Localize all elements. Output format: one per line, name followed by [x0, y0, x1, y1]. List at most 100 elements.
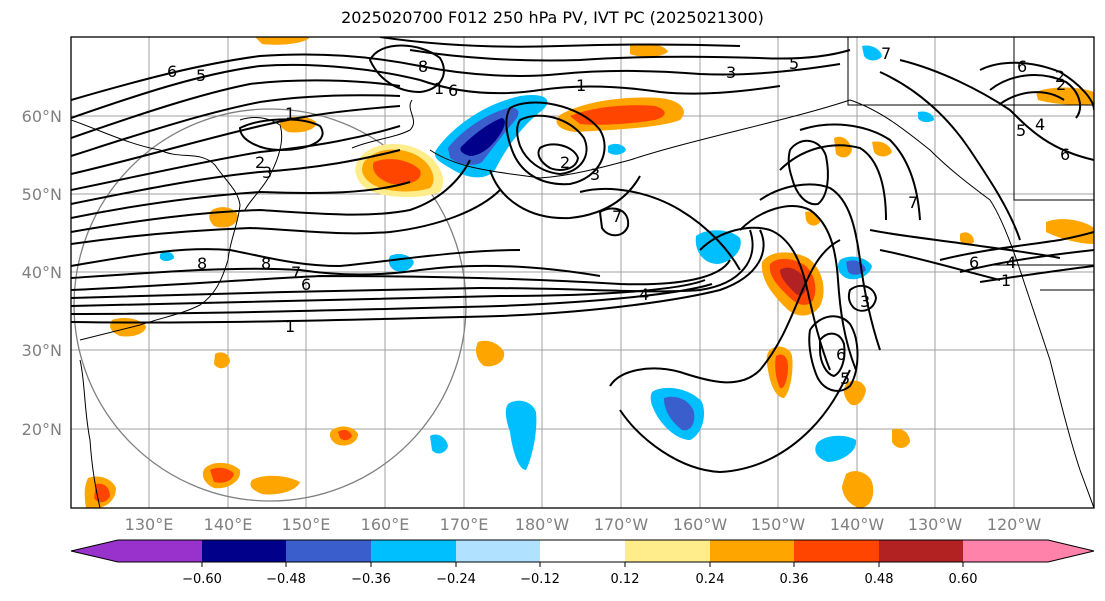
- colorbar-tick-label: 0.48: [865, 572, 894, 587]
- pv-positive-anomaly: [1046, 219, 1094, 244]
- contour-label: 3: [726, 63, 736, 82]
- contour-label: 7: [881, 44, 891, 63]
- colorbar: −0.60 −0.48 −0.36 −0.24 −0.12 0.12 0.24 …: [70, 539, 1095, 587]
- contour-label: 5: [789, 54, 799, 73]
- contour-label: 1: [576, 76, 586, 95]
- pv-positive-anomaly: [630, 43, 668, 57]
- colorbar-tick-label: 0.60: [949, 572, 978, 587]
- pv-shading: [84, 37, 1094, 508]
- contour-label: 5: [840, 369, 850, 388]
- contour-label: 6: [1060, 145, 1070, 164]
- contour-label: 1: [1001, 271, 1011, 290]
- contour-label: 4: [1035, 115, 1045, 134]
- lon-label: 170°E: [440, 515, 489, 534]
- pv-negative-anomaly: [862, 45, 882, 61]
- colorbar-segment: [710, 540, 794, 562]
- pv-positive-anomaly: [338, 429, 352, 441]
- lon-label: 130°E: [125, 515, 174, 534]
- contour-label: 4: [639, 285, 649, 304]
- pv-negative-anomaly: [918, 111, 934, 123]
- pv-positive-anomaly: [476, 340, 505, 367]
- lon-label: 140°W: [830, 515, 885, 534]
- colorbar-segment: [371, 540, 456, 562]
- contour-label: 3: [262, 163, 272, 182]
- lat-label: 30°N: [22, 341, 62, 360]
- contour-label: 6: [167, 62, 177, 81]
- contour-label: 4: [1006, 253, 1016, 272]
- colorbar-segment: [286, 540, 371, 562]
- gridlines: [71, 37, 1094, 508]
- contour-label: 6: [1017, 57, 1027, 76]
- colorbar-tick-label: 0.12: [611, 572, 640, 587]
- pv-negative-anomaly: [430, 434, 448, 454]
- contour-label: 6: [969, 253, 979, 272]
- pv-positive-anomaly: [209, 207, 238, 228]
- contour-label: 6: [301, 275, 311, 294]
- pv-negative-anomaly: [505, 400, 537, 470]
- pv-positive-anomaly: [872, 141, 892, 157]
- colorbar-tick-label: −0.48: [266, 572, 306, 587]
- pv-positive-anomaly: [892, 428, 910, 448]
- pv-positive-anomaly: [960, 232, 974, 245]
- colorbar-tick-label: −0.36: [351, 572, 391, 587]
- contour-label: 5: [196, 66, 206, 85]
- pv-positive-anomaly: [214, 352, 230, 369]
- colorbar-segment: [118, 540, 202, 562]
- contour-label: 5: [1016, 121, 1026, 140]
- contour-label: 6: [836, 345, 846, 364]
- map-area: [71, 37, 1094, 508]
- colorbar-tick-label: −0.12: [520, 572, 560, 587]
- lon-label: 160°W: [673, 515, 728, 534]
- pv-negative-anomaly: [664, 396, 695, 431]
- pv-positive-anomaly: [805, 211, 820, 226]
- lon-label: 140°E: [204, 515, 253, 534]
- colorbar-segment: [540, 540, 625, 562]
- pv-positive-anomaly: [372, 159, 421, 185]
- lon-label: 170°W: [594, 515, 649, 534]
- pv-positive-anomaly: [250, 475, 300, 495]
- contour-label: 8: [261, 254, 271, 273]
- pv-negative-anomaly: [608, 143, 626, 155]
- colorbar-segment: [456, 540, 540, 562]
- pv-positive-anomaly: [110, 318, 146, 337]
- pv-negative-anomaly: [460, 118, 505, 156]
- pv-contours: [71, 37, 1094, 474]
- pv-negative-anomaly: [160, 251, 174, 261]
- lon-label: 120°W: [987, 515, 1042, 534]
- pv-negative-anomaly: [815, 435, 857, 462]
- contour-label: 1: [434, 79, 444, 98]
- contour-label: 8: [418, 57, 428, 76]
- lat-label: 60°N: [22, 107, 62, 126]
- colorbar-outline: [70, 539, 1095, 563]
- lon-label: 150°W: [751, 515, 806, 534]
- contour-label: 7: [612, 207, 622, 226]
- pv-positive-anomaly: [834, 136, 852, 158]
- contour-label: 6: [448, 81, 458, 100]
- colorbar-ticks: [201, 562, 964, 567]
- lon-label: 180°W: [515, 515, 570, 534]
- colorbar-tick-label: −0.24: [436, 572, 476, 587]
- contour-label: 2: [255, 153, 265, 172]
- colorbar-segment: [794, 540, 879, 562]
- contour-label: 8: [197, 254, 207, 273]
- contour-label: 2: [1056, 75, 1066, 94]
- pv-positive-anomaly: [570, 105, 665, 125]
- contour-label: 2: [560, 153, 570, 172]
- colorbar-tick-label: 0.36: [780, 572, 809, 587]
- colorbar-segment: [625, 540, 710, 562]
- contour-label: 2: [1055, 67, 1065, 86]
- latitude-labels: 60°N 50°N 40°N 30°N 20°N: [22, 107, 62, 439]
- contour-label: 7: [291, 263, 301, 282]
- pv-positive-anomaly: [210, 467, 234, 483]
- lat-label: 50°N: [22, 185, 62, 204]
- longitude-labels: 130°E 140°E 150°E 160°E 170°E 180°W 170°…: [125, 515, 1042, 534]
- lon-label: 130°W: [908, 515, 963, 534]
- lon-label: 160°E: [361, 515, 410, 534]
- contour-label: 3: [590, 165, 600, 184]
- colorbar-segment: [202, 540, 286, 562]
- colorbar-segment: [879, 540, 963, 562]
- pv-positive-anomaly: [842, 471, 874, 508]
- colorbar-tick-label: 0.24: [696, 572, 725, 587]
- colorbar-segment: [963, 540, 1094, 562]
